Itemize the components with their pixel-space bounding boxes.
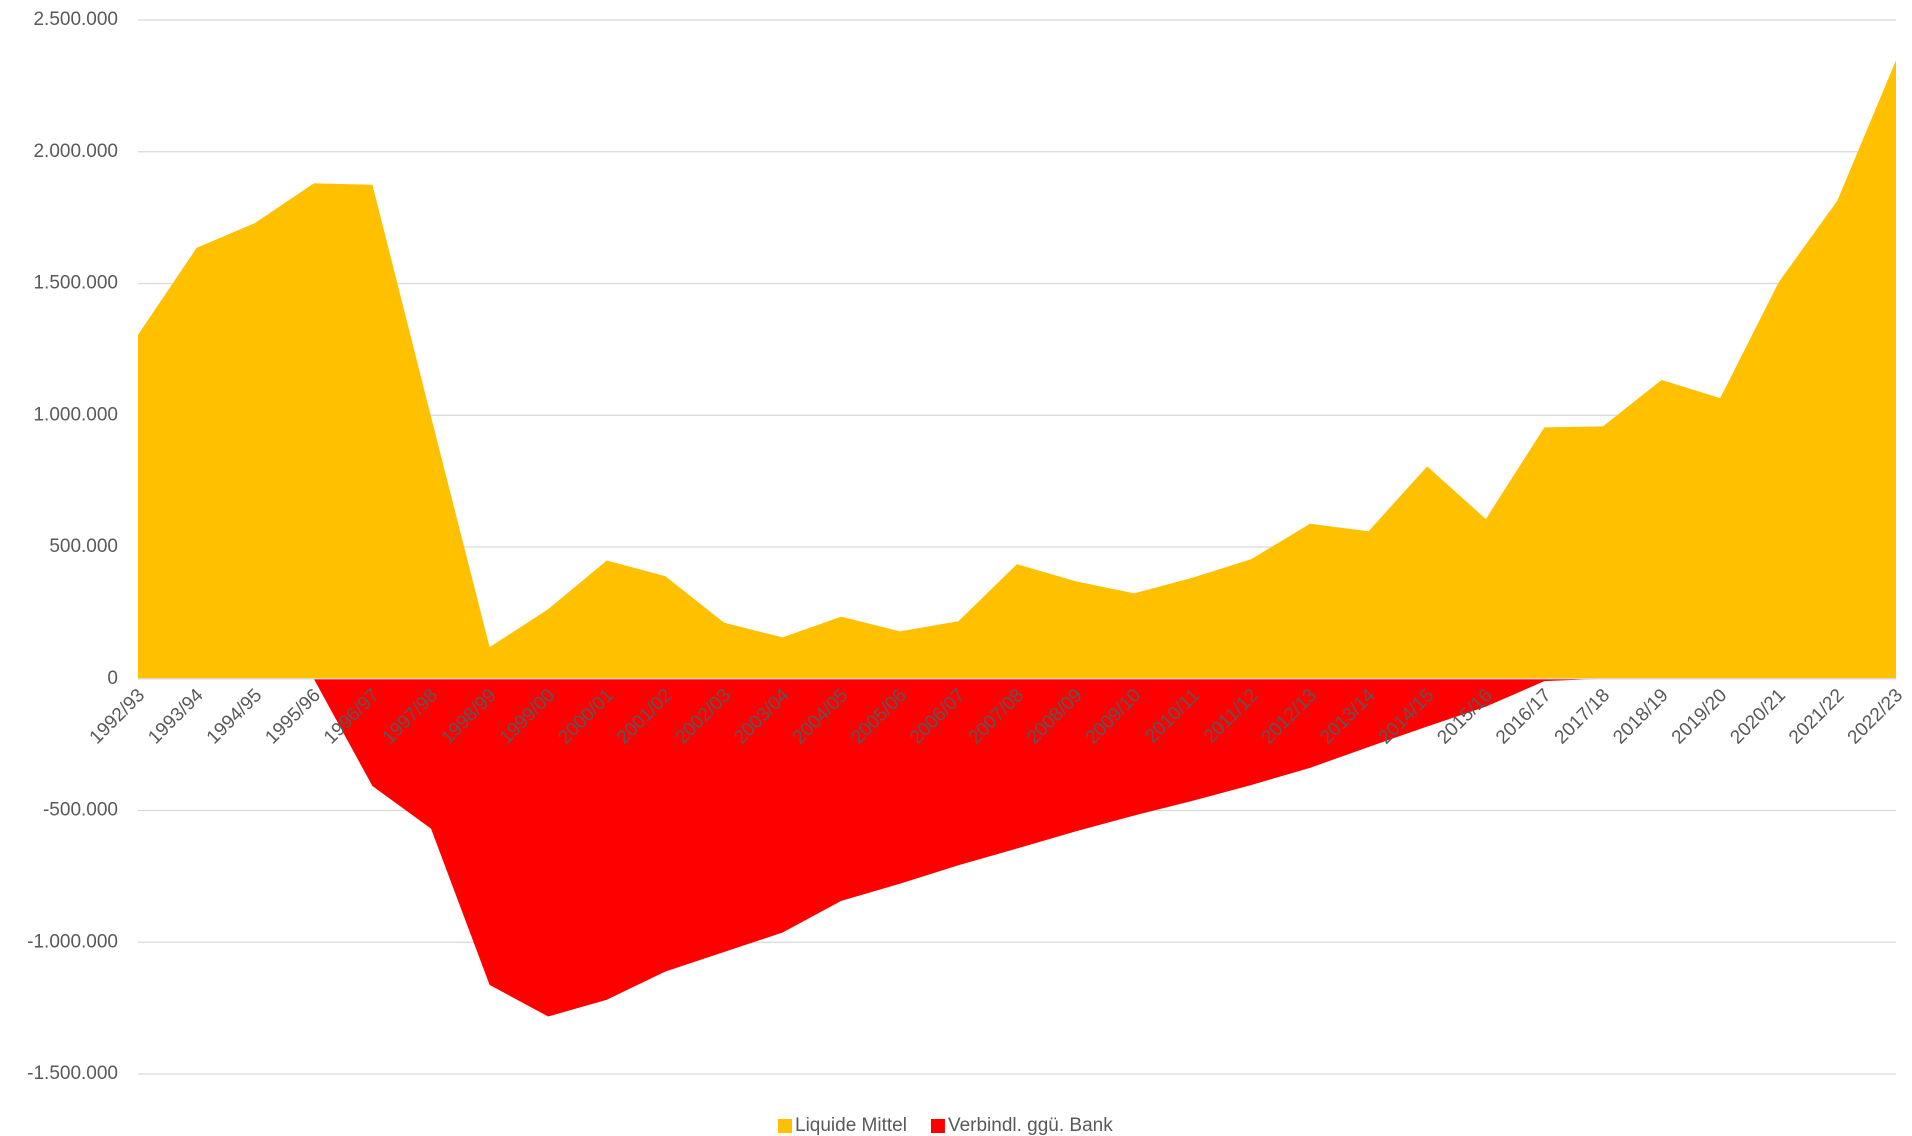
legend-label: Liquide Mittel [795, 1115, 907, 1136]
y-tick-label: -500.000 [43, 800, 118, 821]
x-tick-label: 2022/23 [1844, 685, 1907, 748]
x-tick-label: 1992/93 [86, 685, 149, 748]
legend-swatch [778, 1119, 792, 1133]
y-tick-label: 1.000.000 [33, 404, 118, 425]
area [138, 678, 1896, 1017]
y-tick-label: -1.000.000 [27, 931, 118, 952]
x-tick-label: 1995/96 [261, 685, 324, 748]
y-tick-label: 1.500.000 [33, 273, 118, 294]
x-tick-label: 1993/94 [144, 685, 208, 749]
y-tick-label: 500.000 [49, 536, 118, 557]
legend-swatch [930, 1119, 945, 1133]
y-tick-label: 2.000.000 [33, 141, 118, 162]
area [138, 60, 1896, 679]
legend-label: Verbindl. ggü. Bank [948, 1115, 1113, 1136]
x-tick-label: 2019/20 [1668, 685, 1731, 748]
x-tick-label: 2021/22 [1785, 685, 1848, 748]
y-tick-label: 2.500.000 [33, 9, 118, 30]
legend: Liquide Mittel Verbindl. ggü. Bank [778, 1115, 1113, 1136]
x-tick-label: 2017/18 [1551, 685, 1614, 748]
x-tick-label: 2020/21 [1726, 685, 1789, 748]
x-tick-label: 1994/95 [203, 685, 266, 748]
y-tick-label: 0 [107, 668, 118, 689]
x-tick-label: 2018/19 [1609, 685, 1672, 748]
y-tick-label: -1.500.000 [27, 1063, 118, 1084]
